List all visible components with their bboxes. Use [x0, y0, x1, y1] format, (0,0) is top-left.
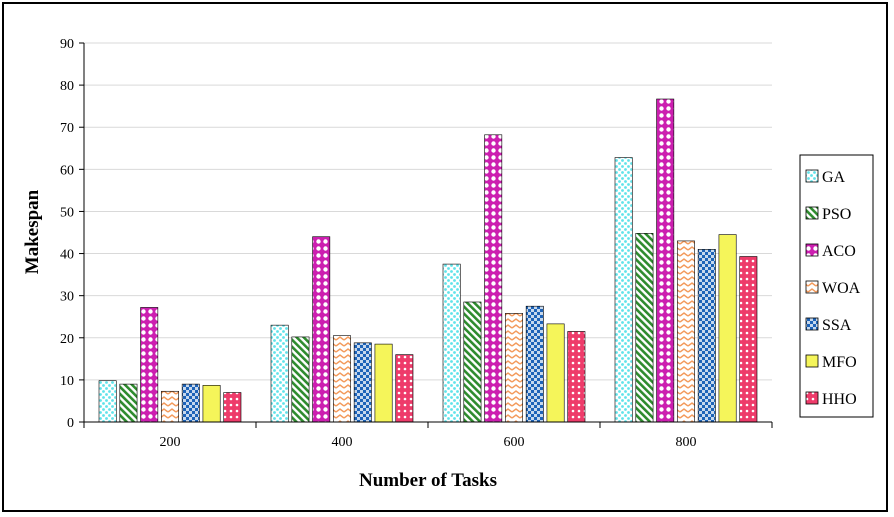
y-tick-label: 30 — [60, 290, 74, 305]
legend-swatch-pso — [805, 206, 819, 220]
bar-aco-400 — [312, 236, 331, 423]
bar-ssa-600 — [525, 305, 544, 423]
y-tick-label: 70 — [60, 121, 74, 136]
bar-aco-200 — [140, 307, 159, 423]
bar-woa-600 — [505, 313, 523, 423]
legend: GA PSO ACO WOA SSA MFO HHO — [799, 154, 874, 418]
legend-label-ssa: SSA — [822, 317, 852, 334]
bar-ga-800 — [614, 157, 633, 423]
x-axis-title: Number of Tasks — [359, 470, 497, 491]
bar-mfo-400 — [374, 343, 393, 423]
y-tick-label: 20 — [60, 332, 74, 347]
y-tick-label: 0 — [67, 416, 74, 431]
bar-woa-800 — [677, 240, 695, 423]
bar-pso-400 — [291, 336, 310, 423]
legend-swatch-woa — [805, 280, 819, 294]
legend-swatch-ga — [805, 169, 819, 183]
legend-label-woa: WOA — [822, 280, 861, 297]
legend-label-hho: HHO — [822, 391, 857, 408]
bar-ga-200 — [98, 380, 117, 423]
legend-swatch-ssa — [805, 317, 819, 331]
x-tick-label: 400 — [332, 435, 353, 450]
bars — [98, 98, 758, 423]
legend-swatch-aco — [805, 243, 819, 257]
legend-swatch-mfo — [805, 354, 819, 368]
bar-hho-800 — [739, 256, 758, 423]
legend-label-aco: ACO — [822, 243, 856, 260]
bar-pso-600 — [463, 301, 482, 423]
legend-label-ga: GA — [822, 169, 846, 186]
bar-ssa-200 — [181, 383, 200, 423]
bar-mfo-800 — [718, 234, 737, 423]
legend-swatch-hho — [805, 391, 819, 405]
x-tick-label: 800 — [676, 435, 697, 450]
bar-mfo-600 — [546, 323, 565, 423]
y-tick-label: 60 — [60, 163, 74, 178]
y-tick-label: 80 — [60, 79, 74, 94]
bar-hho-200 — [223, 392, 242, 423]
x-tick-label: 600 — [504, 435, 525, 450]
bar-hho-400 — [395, 354, 414, 423]
bar-woa-400 — [333, 335, 351, 423]
bar-ga-600 — [442, 263, 461, 423]
x-tick-label: 200 — [160, 435, 181, 450]
y-tick-label: 50 — [60, 205, 74, 220]
y-axis-title: Makespan — [22, 189, 43, 274]
legend-label-pso: PSO — [822, 206, 851, 223]
y-tick-label: 90 — [60, 37, 74, 52]
bar-pso-200 — [119, 383, 138, 423]
y-tick-label: 40 — [60, 248, 74, 263]
bar-mfo-200 — [202, 385, 221, 423]
tick-labels: 0 10 20 30 40 50 60 70 80 90 200 400 600 800 — [60, 37, 697, 450]
bar-pso-800 — [635, 233, 654, 423]
axes — [79, 42, 773, 428]
bar-aco-600 — [484, 134, 503, 423]
bar-ga-400 — [270, 324, 289, 423]
bar-ssa-400 — [353, 342, 372, 423]
bar-ssa-800 — [697, 249, 716, 423]
bar-hho-600 — [567, 331, 586, 423]
legend-label-mfo: MFO — [822, 354, 857, 371]
bar-woa-200 — [161, 390, 179, 423]
y-tick-label: 10 — [60, 374, 74, 389]
bar-aco-800 — [656, 98, 675, 423]
